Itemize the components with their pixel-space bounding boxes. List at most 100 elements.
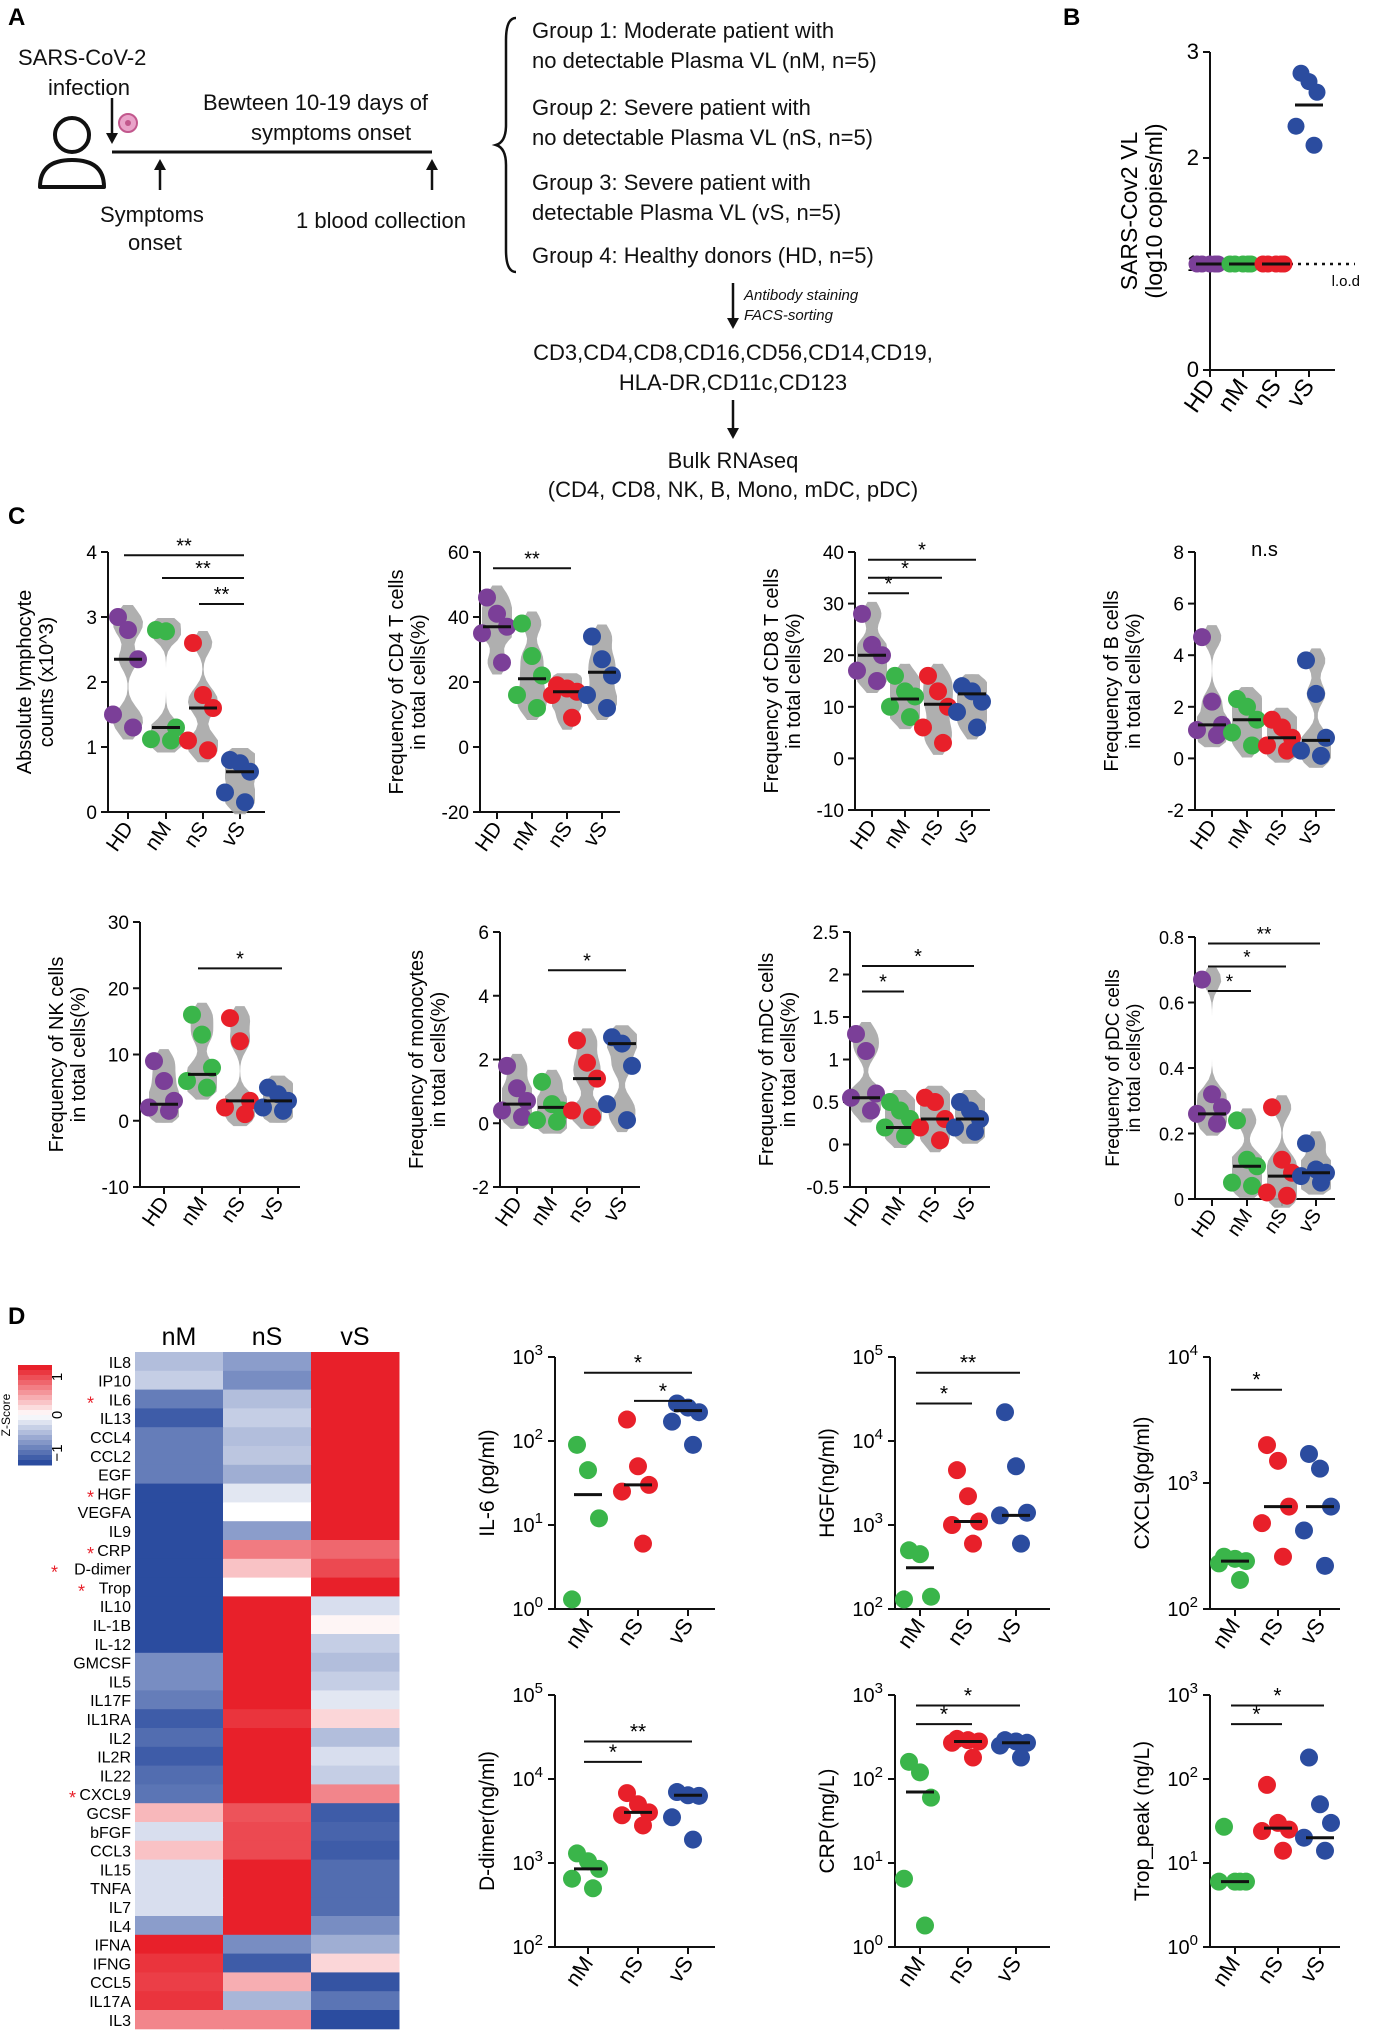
x-tick-label: nM bbox=[141, 818, 177, 855]
heatmap-cell bbox=[223, 1540, 312, 1560]
legend-swatch bbox=[18, 1385, 52, 1391]
x-tick-label: nM bbox=[875, 1193, 911, 1230]
data-point bbox=[964, 1534, 982, 1553]
y-tick-label: 6 bbox=[1173, 595, 1184, 616]
legend-tick-label: 0 bbox=[49, 1411, 66, 1419]
tick-base: 10 bbox=[1167, 1937, 1189, 1959]
significance-label: * bbox=[901, 558, 909, 580]
data-point bbox=[193, 1025, 211, 1044]
data-point bbox=[1012, 1748, 1030, 1767]
data-point bbox=[1317, 728, 1335, 747]
x-tick-label: nS bbox=[544, 818, 578, 852]
y-tick-label: 103 bbox=[1167, 1680, 1198, 1707]
data-point bbox=[684, 1830, 702, 1849]
data-point bbox=[1203, 1085, 1221, 1104]
x-tick-label: vS bbox=[1282, 374, 1320, 412]
data-point bbox=[991, 1736, 1009, 1755]
heatmap-cell bbox=[311, 1746, 400, 1767]
data-point bbox=[1312, 746, 1330, 765]
y-tick-label: 0.4 bbox=[1159, 1059, 1184, 1079]
heatmap-cell bbox=[311, 1897, 400, 1917]
data-point bbox=[1228, 1111, 1246, 1130]
tick-exponent: 3 bbox=[1190, 1680, 1198, 1697]
y-tick-label: 0.6 bbox=[1159, 994, 1184, 1014]
heatmap-cell bbox=[223, 1615, 312, 1635]
data-point bbox=[1188, 1104, 1206, 1123]
heatmap-column-label: vS bbox=[340, 1323, 369, 1351]
significance-label: * bbox=[940, 1703, 948, 1726]
tick-exponent: 2 bbox=[875, 1764, 883, 1781]
y-tick-label: 30 bbox=[108, 913, 129, 934]
heatmap-cell bbox=[311, 1709, 400, 1729]
significance-label: * bbox=[659, 1380, 667, 1403]
y-axis-label: Frequency of mDC cells bbox=[756, 953, 778, 1166]
violin-body bbox=[482, 585, 512, 675]
heatmap-row-label: IL17F bbox=[90, 1693, 131, 1710]
heatmap-cell bbox=[135, 2010, 224, 2030]
heatmap-row-label: CCL4 bbox=[90, 1430, 131, 1447]
heatmap-row-label: IL1RA bbox=[87, 1712, 132, 1729]
heatmap-cell bbox=[135, 1803, 224, 1823]
data-point bbox=[488, 604, 506, 623]
heatmap-row-label: TNFA bbox=[90, 1881, 131, 1898]
y-tick-label: 2 bbox=[828, 966, 839, 987]
significance-label: * bbox=[1226, 972, 1234, 993]
data-point bbox=[896, 1127, 914, 1145]
heatmap-row-label: bFGF bbox=[90, 1825, 131, 1842]
y-tick-label: 104 bbox=[1167, 1342, 1198, 1369]
data-point bbox=[919, 666, 937, 685]
x-tick-label: nM bbox=[1207, 1952, 1245, 1991]
panel-letter-d: D bbox=[8, 1303, 25, 1330]
heatmap-cell bbox=[311, 1596, 400, 1616]
group-3-line2: detectable Plasma VL (vS, n=5) bbox=[532, 200, 841, 225]
heatmap-row-label: GMCSF bbox=[73, 1656, 131, 1673]
heatmap-cell bbox=[223, 1634, 312, 1654]
y-tick-label: -2 bbox=[1167, 801, 1184, 822]
legend-swatch bbox=[18, 1420, 52, 1426]
y-tick-label: 103 bbox=[852, 1680, 883, 1707]
data-point bbox=[1295, 1828, 1313, 1847]
tick-base: 10 bbox=[852, 1515, 874, 1537]
significance-label: ** bbox=[1257, 925, 1272, 946]
data-point bbox=[1243, 1176, 1261, 1195]
data-point bbox=[578, 1053, 596, 1072]
x-tick-label: nM bbox=[1213, 374, 1254, 417]
legend-swatch bbox=[18, 1440, 52, 1446]
heatmap-row-label: IL15 bbox=[100, 1862, 131, 1879]
data-point bbox=[473, 624, 491, 643]
data-point bbox=[618, 1111, 636, 1130]
heatmap-cell bbox=[223, 1558, 312, 1579]
heatmap-cell bbox=[311, 1953, 400, 1973]
data-point bbox=[881, 697, 899, 716]
y-tick-label: 103 bbox=[512, 1848, 543, 1875]
data-point bbox=[590, 1509, 608, 1528]
legend-swatch bbox=[18, 1455, 52, 1461]
heatmap-cell bbox=[223, 1897, 312, 1917]
heatmap-cell bbox=[135, 1897, 224, 1917]
data-point bbox=[848, 661, 866, 680]
x-tick-label: nS bbox=[612, 1952, 648, 1988]
data-point bbox=[184, 634, 202, 652]
y-tick-label: -2 bbox=[472, 1178, 489, 1199]
y-tick-label: 100 bbox=[852, 1932, 883, 1959]
tick-base: 10 bbox=[852, 1769, 874, 1791]
group-2-line1: Group 2: Severe patient with bbox=[532, 95, 811, 120]
heatmap-cell bbox=[311, 1502, 400, 1522]
panel-a-schematic: SARS-CoV-2 infection Bewteen 10-19 days … bbox=[18, 16, 933, 502]
y-tick-label: 6 bbox=[478, 923, 489, 944]
chart-viral-load: 0123HDnMnSvSSARS-Cov2 VL(log10 copies/ml… bbox=[1116, 39, 1360, 418]
heatmap-row-label: IL6 bbox=[109, 1392, 131, 1409]
heatmap-row-label: D-dimer bbox=[74, 1562, 132, 1579]
group-2-line2: no detectable Plasma VL (nS, n=5) bbox=[532, 125, 873, 150]
y-tick-label: 60 bbox=[448, 543, 469, 564]
group-brace bbox=[491, 16, 517, 274]
x-tick-label: vS bbox=[1293, 816, 1326, 849]
y-axis-label: in total cells(%) bbox=[1123, 613, 1145, 749]
significance-label: * bbox=[583, 950, 591, 972]
data-point bbox=[618, 1410, 636, 1429]
heatmap-row-label: IL-1B bbox=[93, 1618, 131, 1635]
x-tick-label: vS bbox=[663, 1952, 698, 1987]
significance-label: * bbox=[1273, 1684, 1281, 1707]
